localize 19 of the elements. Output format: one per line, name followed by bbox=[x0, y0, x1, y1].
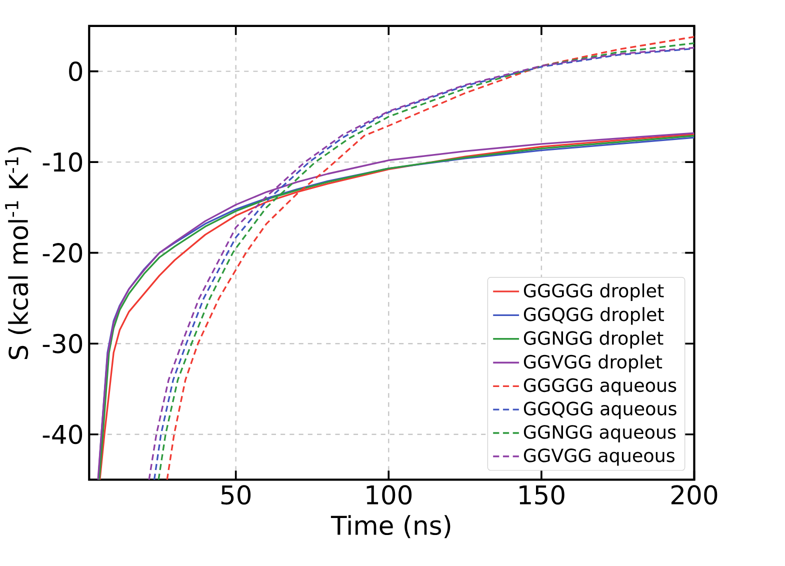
x-axis-title: Time (ns) bbox=[330, 514, 450, 538]
y-tick-label: -10 bbox=[42, 152, 82, 172]
x-tick-label: 100 bbox=[366, 485, 412, 505]
legend-label: GGGGG droplet bbox=[524, 283, 664, 301]
legend-label: GGQGG aqueous bbox=[524, 402, 676, 419]
legend-label: GGNGG droplet bbox=[524, 330, 664, 348]
legend-label: GGVGG aqueous bbox=[524, 448, 674, 466]
legend-label: GGNGG aqueous bbox=[524, 424, 676, 442]
y-tick-label: -20 bbox=[42, 242, 82, 263]
y-tick-label: -30 bbox=[42, 334, 82, 354]
x-tick-label: 150 bbox=[520, 485, 564, 505]
legend-label: GGQGG droplet bbox=[524, 307, 664, 325]
x-tick-label: 200 bbox=[671, 485, 718, 505]
legend-label: GGVGG droplet bbox=[524, 354, 662, 372]
y-axis-title: S (kcal mol$^{-1}$ K$^{-1}$) bbox=[5, 146, 32, 360]
y-tick-label: -40 bbox=[42, 424, 82, 444]
legend-label: GGGGG aqueous bbox=[524, 378, 676, 396]
x-tick-label: 50 bbox=[221, 485, 251, 505]
y-tick-label: 0 bbox=[69, 61, 82, 81]
